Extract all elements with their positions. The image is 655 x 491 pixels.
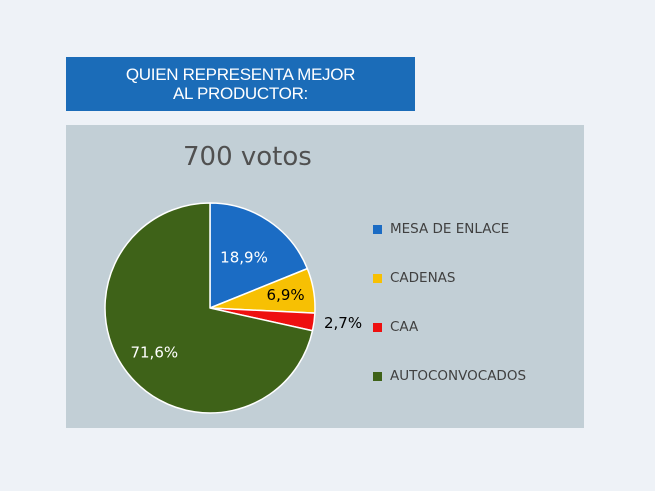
data-label-caa: 2,7% [324,314,362,332]
legend-label: CAA [390,319,419,335]
pie-slice-mesa-de-enlace [209,202,309,309]
legend-label: AUTOCONVOCADOS [390,368,527,384]
legend-swatch [373,224,382,234]
title-banner: QUIEN REPRESENTA MEJOR AL PRODUCTOR: [66,57,415,111]
legend-swatch [373,322,382,332]
legend-item-autoconvocados: AUTOCONVOCADOS [373,368,526,384]
legend-item-mesa-de-enlace: MESA DE ENLACE [373,221,526,237]
pie-chart: 18,9% 6,9% 2,7% 71,6% [104,202,362,414]
chart-legend: MESA DE ENLACE CADENAS CAA AUTOCONVOCADOS [373,221,526,417]
data-label-autoconvocados: 71,6% [130,344,178,362]
data-label-cadenas: 6,9% [267,286,305,304]
legend-label: CADENAS [390,270,456,286]
legend-item-cadenas: CADENAS [373,270,526,286]
chart-title: 700 votos [183,142,312,172]
data-label-mesa-de-enlace: 18,9% [220,249,268,267]
legend-swatch [373,273,382,283]
pie-slice-autoconvocados [104,202,314,414]
legend-item-caa: CAA [373,319,526,335]
legend-label: MESA DE ENLACE [390,221,510,237]
legend-swatch [373,371,382,381]
chart-panel: 700 votos 18,9% 6,9% 2,7% 71,6% MESA DE ENL… [66,125,584,428]
page-title: QUIEN REPRESENTA MEJOR AL PRODUCTOR: [125,65,356,103]
